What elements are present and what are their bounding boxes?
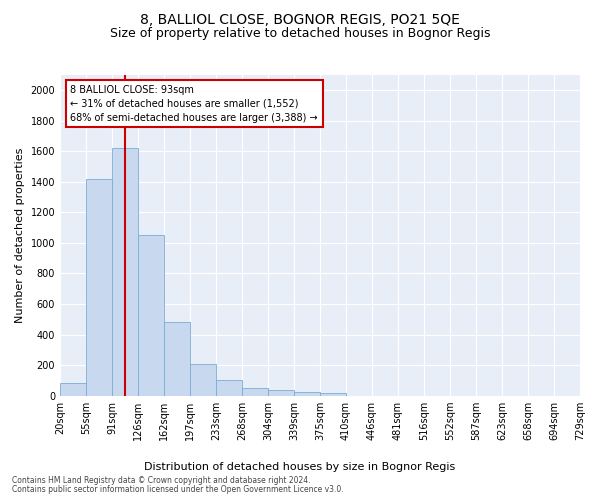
- Bar: [86, 179, 112, 396]
- Text: Contains HM Land Registry data © Crown copyright and database right 2024.: Contains HM Land Registry data © Crown c…: [12, 476, 311, 485]
- Bar: [294, 392, 320, 396]
- Text: Size of property relative to detached houses in Bognor Regis: Size of property relative to detached ho…: [110, 28, 490, 40]
- Text: Contains public sector information licensed under the Open Government Licence v3: Contains public sector information licen…: [12, 485, 344, 494]
- Y-axis label: Number of detached properties: Number of detached properties: [15, 148, 25, 323]
- Bar: [138, 234, 164, 396]
- Bar: [216, 380, 242, 396]
- Text: 8, BALLIOL CLOSE, BOGNOR REGIS, PO21 5QE: 8, BALLIOL CLOSE, BOGNOR REGIS, PO21 5QE: [140, 12, 460, 26]
- Bar: [268, 390, 294, 396]
- Bar: [60, 384, 86, 396]
- Bar: [112, 148, 138, 396]
- Bar: [190, 364, 216, 396]
- Text: Distribution of detached houses by size in Bognor Regis: Distribution of detached houses by size …: [145, 462, 455, 472]
- Bar: [320, 393, 346, 396]
- Text: 8 BALLIOL CLOSE: 93sqm
← 31% of detached houses are smaller (1,552)
68% of semi-: 8 BALLIOL CLOSE: 93sqm ← 31% of detached…: [70, 84, 318, 122]
- Bar: [242, 388, 268, 396]
- Bar: [164, 322, 190, 396]
